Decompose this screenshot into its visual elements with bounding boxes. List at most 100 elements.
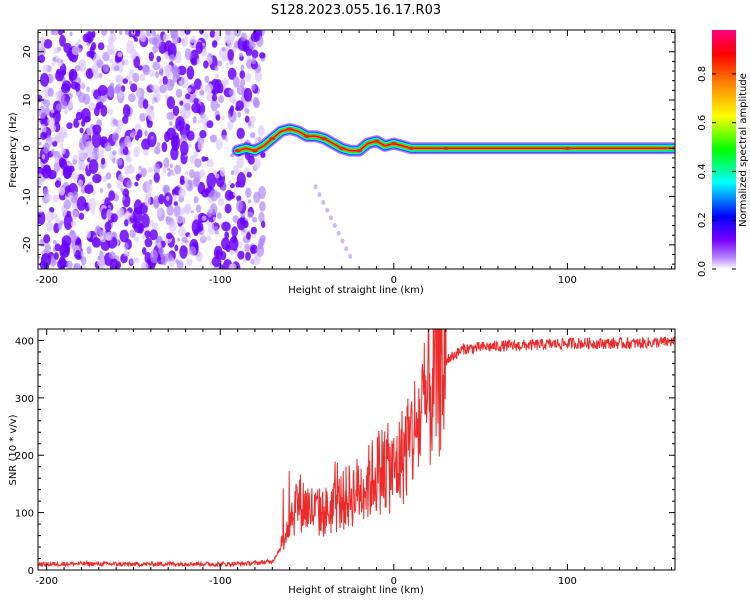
snr-xtick-label--100: -100 — [209, 576, 232, 587]
spectrogram-xtick-label--100: -100 — [209, 275, 232, 286]
noise-speck — [185, 93, 191, 100]
noise-speck — [60, 100, 68, 110]
noise-speck — [46, 211, 54, 223]
noise-speck — [236, 172, 246, 188]
noise-speck — [189, 169, 195, 179]
noise-speck — [254, 71, 263, 83]
noise-speck — [181, 37, 188, 47]
noise-speck — [254, 255, 259, 262]
noise-speck — [80, 81, 86, 89]
noise-speck — [144, 112, 148, 117]
noise-speck — [215, 173, 220, 179]
noise-speck — [162, 33, 169, 42]
noise-speck — [43, 234, 51, 244]
noise-speck — [240, 138, 243, 143]
noise-speck — [203, 60, 209, 69]
noise-speck — [73, 191, 79, 200]
noise-speck — [119, 30, 123, 36]
noise-speck — [192, 116, 197, 124]
noise-speck — [159, 84, 167, 94]
noise-speck — [195, 251, 203, 262]
noise-speck — [129, 229, 136, 238]
noise-speck — [190, 35, 196, 44]
noise-speck — [156, 55, 161, 63]
noise-speck — [150, 249, 158, 264]
noise-speck — [211, 93, 218, 102]
noise-speck — [84, 133, 90, 140]
noise-speck — [228, 263, 234, 269]
noise-speck — [71, 46, 80, 56]
noise-speck — [38, 173, 44, 187]
noise-speck — [176, 214, 185, 224]
streak-speck — [344, 246, 349, 252]
noise-speck — [81, 108, 91, 123]
noise-speck — [92, 124, 102, 135]
noise-speck — [61, 80, 72, 91]
spectrogram-y-ticks: -20 -10 0 10 20 — [22, 31, 675, 265]
noise-speck — [139, 73, 146, 81]
noise-speck — [187, 179, 193, 186]
noise-speck — [251, 57, 257, 65]
noise-speck — [144, 237, 153, 248]
noise-speck — [228, 180, 232, 186]
noise-speck — [142, 247, 147, 255]
noise-speck — [43, 39, 53, 49]
noise-speck — [244, 243, 251, 252]
noise-speck — [93, 106, 100, 117]
noise-speck — [75, 111, 83, 121]
noise-speck — [240, 78, 246, 88]
noise-speck — [253, 163, 259, 171]
noise-speck — [221, 237, 230, 250]
noise-speck — [91, 209, 95, 215]
noise-speck — [109, 258, 119, 269]
noise-speck — [227, 113, 231, 119]
noise-speck — [212, 216, 217, 221]
noise-speck — [60, 143, 64, 149]
noise-speck — [54, 156, 59, 164]
noise-speck — [42, 142, 50, 154]
noise-speck — [180, 75, 189, 89]
snr-panel: -200 -100 0 100 0 100 200 300 400 Height of str… — [8, 328, 676, 596]
ridge-peak — [390, 141, 397, 146]
noise-speck — [149, 229, 158, 241]
snr-ytick-label-100: 100 — [15, 509, 34, 520]
noise-speck — [214, 65, 219, 71]
noise-speck — [38, 208, 43, 213]
snr-xtick-label-0: 0 — [391, 576, 397, 587]
noise-speck — [190, 210, 194, 214]
noise-speck — [122, 78, 128, 84]
noise-speck — [215, 250, 222, 258]
noise-speck — [194, 158, 202, 168]
noise-speck — [90, 42, 97, 51]
noise-speck — [224, 34, 232, 44]
noise-speck — [124, 242, 129, 251]
noise-speck — [243, 167, 250, 174]
noise-speck — [117, 119, 124, 129]
noise-speck — [78, 92, 86, 103]
noise-speck — [42, 154, 45, 160]
colorbar-label: Normalized spectral amplitude — [738, 73, 749, 227]
noise-speck — [197, 139, 204, 151]
noise-speck — [55, 70, 64, 82]
noise-speck — [248, 199, 252, 204]
noise-speck — [170, 146, 179, 161]
noise-speck — [52, 194, 59, 203]
noise-speck — [51, 148, 55, 156]
noise-speck — [224, 203, 232, 214]
noise-speck — [119, 176, 124, 183]
noise-speck — [141, 213, 150, 229]
noise-speck — [149, 219, 154, 227]
noise-speck — [227, 67, 237, 80]
noise-speck — [162, 167, 167, 174]
noise-speck — [179, 100, 184, 106]
noise-speck — [259, 52, 266, 59]
noise-speck — [120, 85, 126, 93]
spectrogram-ytick-label--10: -10 — [22, 188, 33, 204]
noise-speck — [236, 127, 245, 140]
noise-speck — [38, 142, 42, 146]
noise-speck — [54, 180, 62, 188]
noise-speck — [244, 72, 252, 82]
spectrogram-ytick-label-0: 0 — [22, 145, 33, 151]
noise-speck — [159, 70, 164, 76]
noise-speck — [47, 87, 54, 98]
